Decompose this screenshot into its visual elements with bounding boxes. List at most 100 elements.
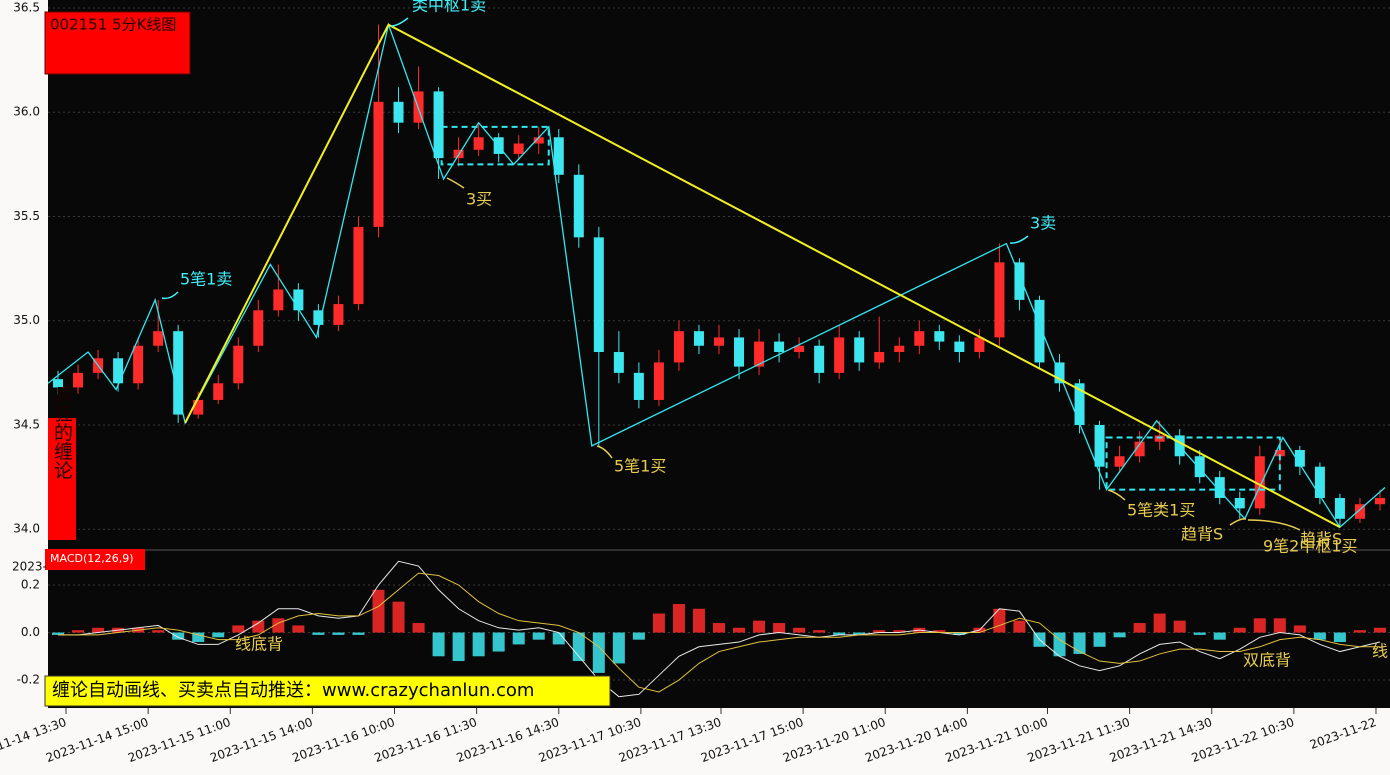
annotation: 9笔2中枢1买 xyxy=(1263,537,1358,556)
macd-annotation: 双底背 xyxy=(1243,651,1291,670)
macd-bar xyxy=(773,623,786,633)
macd-bar xyxy=(933,630,946,633)
macd-bar xyxy=(412,623,425,633)
annotation: 趋背S xyxy=(1300,530,1342,549)
macd-bar xyxy=(993,608,1006,633)
candle-body xyxy=(313,310,324,325)
macd-bar xyxy=(1193,632,1206,635)
candle-body xyxy=(173,331,184,415)
candle-body xyxy=(393,101,404,123)
macd-bar xyxy=(392,601,405,633)
candle-body xyxy=(113,358,124,384)
candle-body xyxy=(353,226,364,305)
candle-body xyxy=(1334,497,1345,519)
macd-title-box xyxy=(45,549,145,570)
candle-body xyxy=(193,399,204,415)
candle-body xyxy=(1254,456,1265,509)
macd-bar xyxy=(192,632,205,643)
candle-body xyxy=(774,341,785,353)
candle-body xyxy=(894,345,905,353)
annotation-arrow xyxy=(390,17,409,27)
macd-title: MACD(12,26,9) xyxy=(50,552,134,565)
macd-bar xyxy=(492,632,505,652)
macd-bar xyxy=(1313,632,1326,640)
candle-body xyxy=(1234,497,1245,509)
candle-body xyxy=(473,137,484,150)
annotation: 3卖 xyxy=(1030,214,1056,233)
candle-body xyxy=(1014,262,1025,300)
macd-bar xyxy=(1333,632,1346,643)
annotation: 5笔1卖 xyxy=(180,270,232,289)
candle-body xyxy=(433,91,444,159)
macd-bar xyxy=(1173,620,1186,633)
macd-bar xyxy=(212,632,225,638)
candle-body xyxy=(854,337,865,363)
macd-annotation: 线 xyxy=(1372,642,1388,661)
annotation-arrow xyxy=(1229,518,1247,526)
candle-body xyxy=(934,331,945,342)
macd-bar xyxy=(1253,618,1266,633)
macd-annotation: 线底背 xyxy=(235,635,283,654)
candle-body xyxy=(273,289,284,311)
annotation-arrow xyxy=(1247,519,1301,531)
candle-body xyxy=(1074,383,1085,425)
macd-bar xyxy=(813,630,826,633)
annotation-arrow xyxy=(1107,489,1126,501)
y-tick-label: 35.0 xyxy=(13,313,40,327)
macd-bar xyxy=(1073,632,1086,654)
macd-bar xyxy=(1113,632,1126,638)
y-tick-label: 34.0 xyxy=(13,522,40,536)
macd-bar xyxy=(1293,625,1306,633)
macd-bar xyxy=(532,632,545,640)
banner: 缠论自动画线、买卖点自动推送：www.crazychanlun.com xyxy=(52,680,534,701)
macd-bar xyxy=(552,632,565,645)
annotation: 类中枢1卖 xyxy=(412,0,486,15)
annotation: 趋背S xyxy=(1181,525,1223,544)
macd-bar xyxy=(953,632,966,635)
candle-body xyxy=(1374,497,1385,505)
macd-tick-label: -0.2 xyxy=(17,673,40,687)
macd-bar xyxy=(873,630,886,633)
macd-bar xyxy=(352,632,365,635)
candle-body xyxy=(874,352,885,363)
annotation-arrow xyxy=(446,177,465,189)
dea-line xyxy=(58,572,1380,693)
macd-bar xyxy=(753,620,766,633)
annotation: 3买 xyxy=(466,190,492,209)
candle-body xyxy=(814,345,825,373)
candle-body xyxy=(974,337,985,353)
candle-body xyxy=(1094,424,1105,467)
candle-body xyxy=(513,143,524,154)
macd-bar xyxy=(713,623,725,633)
candle-body xyxy=(293,289,304,311)
macd-bar xyxy=(1353,630,1366,633)
candle-body xyxy=(673,331,684,363)
x-tick-label: 2023-11-22 xyxy=(1308,715,1378,752)
macd-bar xyxy=(1213,632,1226,640)
candle-body xyxy=(1134,441,1145,457)
macd-bar xyxy=(432,632,445,657)
macd-bar xyxy=(692,608,705,633)
title-box xyxy=(44,11,191,75)
macd-bar xyxy=(292,625,305,633)
annotation-arrow xyxy=(161,291,179,300)
banner-box xyxy=(44,675,611,707)
candle-body xyxy=(1154,435,1165,442)
candle-body xyxy=(1214,477,1225,498)
macd-bar xyxy=(793,627,806,633)
macd-tick-label: 0.2 xyxy=(21,578,40,592)
candle-body xyxy=(1274,450,1285,457)
y-tick-label: 34.5 xyxy=(13,417,40,431)
y-tick-label: 35.5 xyxy=(13,209,40,223)
candle-body xyxy=(714,337,724,346)
macd-bar xyxy=(1373,627,1386,633)
macd-bar xyxy=(252,620,265,633)
candle-body xyxy=(533,137,544,144)
macd-bar xyxy=(72,630,85,633)
candle-body xyxy=(994,262,1005,338)
macd-bar xyxy=(1053,632,1066,657)
macd-bar xyxy=(332,632,345,635)
macd-bar xyxy=(312,632,325,635)
macd-bar xyxy=(1093,632,1106,647)
candle-body xyxy=(1194,456,1205,478)
